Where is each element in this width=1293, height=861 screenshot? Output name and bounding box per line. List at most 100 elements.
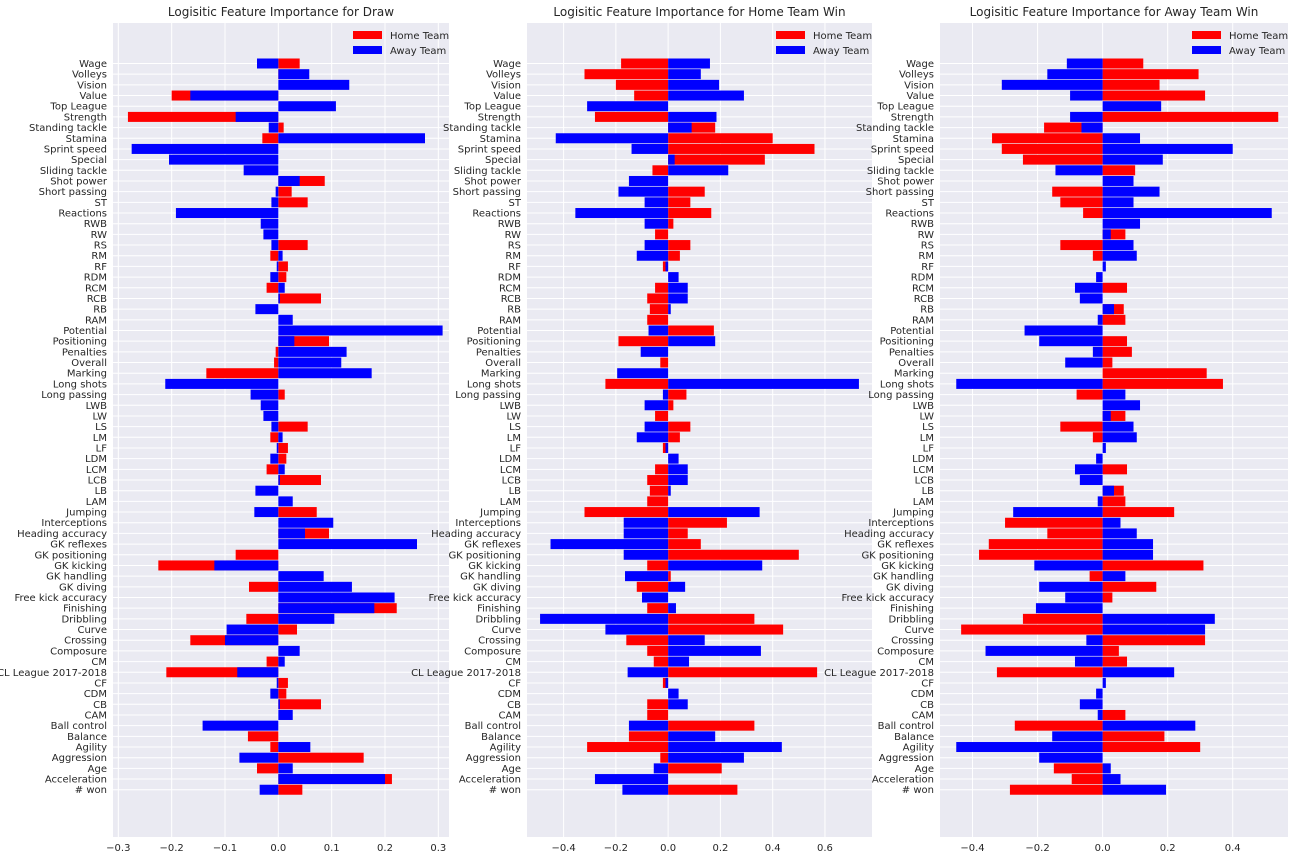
y-tick-label: Penalties [889, 347, 934, 358]
bar-home-52 [1022, 613, 1103, 624]
bar-home-60 [278, 699, 321, 710]
bar-away-56 [1074, 656, 1103, 667]
bar-home-65 [278, 752, 364, 763]
y-tick-label: Shot power [877, 176, 935, 187]
bar-home-29 [206, 368, 279, 379]
bar-home-43 [668, 517, 727, 528]
bar-home-45 [668, 539, 701, 550]
bar-away-13 [1102, 197, 1134, 208]
y-tick-label: Penalties [62, 347, 107, 358]
y-tick-label: Heading accuracy [17, 529, 107, 540]
bar-home-57 [996, 667, 1103, 678]
legend: Home Team Away Team [1192, 31, 1288, 57]
bar-home-31 [668, 389, 687, 400]
y-tick-label: Stamina [893, 134, 934, 145]
x-tick-label: −0.3 [106, 843, 130, 854]
chart-title: Logisitic Feature Importance for Home Te… [553, 5, 845, 19]
bar-home-47 [647, 560, 669, 571]
y-tick-label: RCM [85, 283, 107, 294]
bar-away-15 [644, 218, 669, 229]
bar-away-62 [1102, 720, 1196, 731]
bar-away-65 [1039, 752, 1103, 763]
bar-home-36 [278, 442, 288, 453]
bar-away-64 [668, 742, 782, 753]
x-tick-label: −0.2 [604, 843, 628, 854]
bar-away-45 [1102, 539, 1154, 550]
y-tick-label: RDM [911, 273, 934, 284]
bar-away-25 [1024, 325, 1103, 336]
bar-home-30 [1102, 378, 1223, 389]
bar-away-12 [1102, 186, 1160, 197]
bar-away-13 [644, 197, 669, 208]
x-tick-label: 0.4 [765, 843, 781, 854]
y-tick-label: LB [509, 486, 522, 497]
bar-home-22 [278, 293, 321, 304]
bar-away-2 [668, 79, 720, 90]
y-tick-label: Stamina [480, 134, 521, 145]
y-tick-label: CAM [85, 710, 107, 721]
y-tick-label: Interceptions [41, 518, 107, 529]
bar-away-3 [668, 90, 744, 101]
bar-away-34 [644, 421, 669, 432]
y-tick-label: LDM [912, 454, 934, 465]
y-tick-label: Composure [464, 646, 521, 657]
y-tick-label: Marking [894, 369, 934, 380]
y-tick-label: Positioning [53, 337, 107, 348]
y-tick-label: Marking [481, 369, 521, 380]
bar-home-48 [668, 571, 671, 582]
y-tick-label: Aggression [52, 753, 107, 764]
y-tick-label: Finishing [63, 604, 107, 615]
y-tick-label: LF [510, 443, 522, 454]
x-tick-label: 0.4 [1225, 843, 1241, 854]
bar-away-49 [278, 581, 352, 592]
bar-away-66 [653, 763, 669, 774]
bar-home-32 [668, 400, 674, 411]
y-tick-label: Long passing [455, 390, 521, 401]
bar-home-12 [1052, 186, 1103, 197]
y-tick-label: Volleys [72, 70, 107, 81]
bar-away-31 [250, 389, 279, 400]
bar-away-59 [668, 688, 679, 699]
bar-away-7 [278, 133, 425, 144]
bar-away-61 [1097, 709, 1103, 720]
bar-away-67 [594, 774, 669, 785]
y-tick-label: LCM [86, 465, 107, 476]
y-tick-label: RCB [501, 294, 521, 305]
bar-away-32 [260, 400, 279, 411]
x-tick-label: −0.4 [551, 843, 575, 854]
bar-away-36 [665, 442, 669, 453]
bar-home-33 [1102, 410, 1126, 421]
y-tick-label: GK positioning [861, 550, 934, 561]
bar-away-38 [1074, 464, 1103, 475]
y-tick-label: Curve [77, 625, 107, 636]
bar-home-38 [655, 464, 669, 475]
bar-away-45 [550, 539, 669, 550]
legend: Home Team Away Team [353, 31, 449, 57]
bar-away-9 [1102, 154, 1163, 165]
bar-home-7 [992, 133, 1103, 144]
y-tick-label: Wage [493, 59, 521, 70]
y-tick-label: CM [91, 657, 107, 668]
legend-label-1: Away Team [1229, 46, 1285, 57]
bar-home-6 [278, 122, 284, 133]
bar-home-63 [628, 731, 669, 742]
bar-away-42 [1013, 507, 1103, 518]
y-tick-label: CL League 2017-2018 [824, 668, 934, 679]
bar-home-21 [655, 282, 669, 293]
bar-home-65 [660, 752, 669, 763]
y-tick-label: Composure [877, 646, 934, 657]
y-tick-label: GK reflexes [464, 540, 521, 551]
bar-away-10 [1055, 165, 1103, 176]
bar-away-37 [668, 453, 679, 464]
bar-away-7 [555, 133, 669, 144]
bar-away-48 [278, 571, 324, 582]
y-tick-label: Value [907, 91, 934, 102]
y-tick-label: LAM [500, 497, 521, 508]
bar-away-52 [278, 613, 335, 624]
bar-away-29 [617, 368, 669, 379]
y-tick-label: Sprint speed [458, 144, 521, 155]
y-tick-label: Sliding tackle [454, 166, 521, 177]
bar-away-15 [260, 218, 279, 229]
y-tick-label: GK kicking [54, 561, 107, 572]
